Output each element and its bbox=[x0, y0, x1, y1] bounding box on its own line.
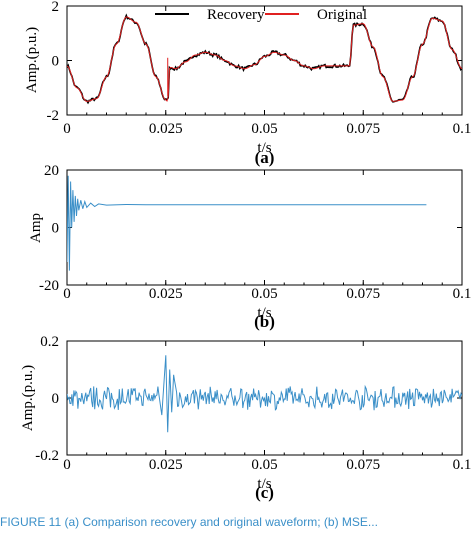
plot-frame bbox=[66, 169, 463, 286]
series-line-b bbox=[67, 175, 427, 271]
y-tick-label: -0.2 bbox=[35, 448, 59, 464]
x-tick-label: 0 bbox=[63, 457, 71, 473]
y-tick-label: 20 bbox=[44, 163, 59, 179]
y-tick-label: 0 bbox=[52, 221, 60, 237]
x-axis-label: t/s bbox=[257, 305, 271, 321]
x-tick-label: 0.075 bbox=[346, 121, 380, 137]
x-tick-label: 0.05 bbox=[251, 457, 277, 473]
legend: Recovery Original bbox=[155, 7, 367, 23]
x-tick-label: 0.025 bbox=[149, 121, 183, 137]
series-line-original bbox=[67, 16, 462, 102]
figure-caption: FIGURE 11 (a) Comparison recovery and or… bbox=[0, 515, 378, 529]
x-tick-label: 0.1 bbox=[453, 457, 472, 473]
chart-panel-a: 0 0.025 0.05 0.075 0.120-2t/sAmp.(p.u.)(a)Re… bbox=[24, 0, 471, 167]
x-tick-label: 0.025 bbox=[149, 286, 183, 302]
legend-label-recovery: Recovery bbox=[207, 7, 265, 23]
series-line-c bbox=[67, 355, 462, 433]
x-tick-label: 0.025 bbox=[149, 457, 183, 473]
x-axis-label: t/s bbox=[257, 140, 271, 156]
y-axis-label: Amp.(p.u.) bbox=[20, 365, 36, 431]
y-tick-label: 0.2 bbox=[40, 334, 59, 350]
x-tick-label: 0.05 bbox=[251, 121, 277, 137]
y-tick-label: 2 bbox=[52, 0, 60, 15]
y-tick-label: 0 bbox=[52, 54, 60, 70]
y-tick-label: 0 bbox=[52, 391, 60, 407]
y-tick-label: -2 bbox=[47, 108, 60, 124]
chart-panel-c: 0 0.025 0.05 0.075 0.10.20-0.2t/sAmp.(p.u.)(… bbox=[20, 334, 471, 502]
x-axis-label: t/s bbox=[257, 476, 271, 492]
figure: 0 0.025 0.05 0.075 0.120-2t/sAmp.(p.u.)(a)Re… bbox=[20, 0, 471, 502]
x-tick-label: 0 bbox=[63, 286, 71, 302]
x-tick-label: 0.075 bbox=[346, 457, 380, 473]
panel-label: (a) bbox=[255, 148, 275, 167]
x-tick-label: 0.05 bbox=[251, 286, 277, 302]
panel-label: (b) bbox=[254, 312, 275, 331]
x-tick-label: 0 bbox=[63, 121, 71, 137]
x-tick-label: 0.075 bbox=[346, 286, 380, 302]
y-tick-label: -20 bbox=[39, 278, 59, 294]
legend-label-original: Original bbox=[317, 7, 367, 23]
x-tick-label: 0.1 bbox=[453, 121, 472, 137]
series-line-recovery bbox=[67, 13, 462, 105]
y-axis-label: Amp.(p.u.) bbox=[24, 27, 40, 93]
panel-label: (c) bbox=[255, 483, 274, 502]
y-axis-label: Amp bbox=[28, 213, 44, 243]
x-tick-label: 0.1 bbox=[453, 286, 472, 302]
